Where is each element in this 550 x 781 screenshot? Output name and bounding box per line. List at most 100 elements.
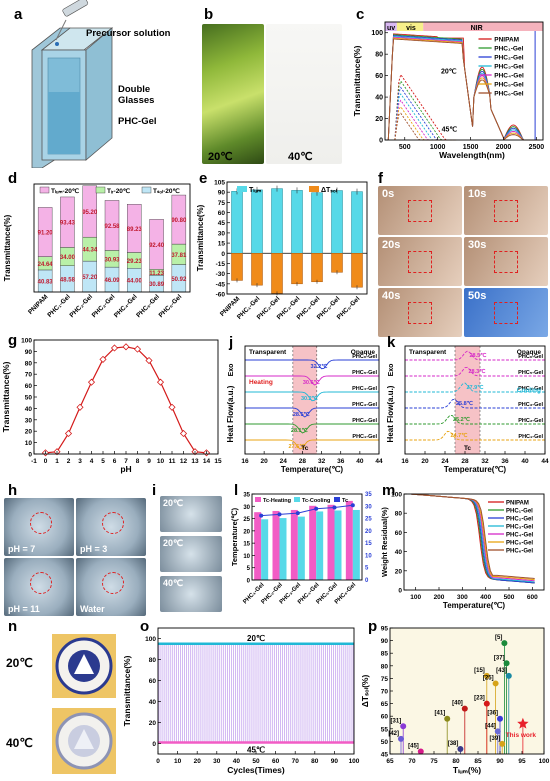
m-ytick-label: 40 (395, 549, 403, 556)
gel-photo-opaque (266, 24, 342, 164)
o-ytick-label: 80 (149, 657, 157, 664)
o-xtick-label: 50 (252, 758, 260, 765)
g-xtick-label: 4 (90, 458, 94, 465)
d-bar-label: 91.20 (38, 231, 54, 237)
time-label: 50s (468, 290, 487, 302)
temp-label: 20℃ (163, 498, 184, 508)
hand-photo: 40s (378, 288, 462, 337)
p-point-label: [36] (487, 711, 498, 717)
j-xtick-label: 36 (337, 458, 345, 465)
panel-label-l: l (234, 482, 239, 499)
hand-photo: 0s (378, 186, 462, 235)
j-series-label: PHC₆-Gel (352, 354, 377, 360)
p-xtick-label: 75 (430, 758, 438, 765)
marker-circle (30, 572, 52, 594)
ph-dish-photo: pH = 3 (76, 498, 146, 556)
l-tc-point (350, 503, 355, 508)
g-point (110, 344, 119, 352)
e-ytick-label: 15 (218, 241, 226, 248)
p-this-work-label: This work (506, 732, 537, 739)
l-tc-line (261, 504, 353, 517)
double-label-1: Double (118, 84, 151, 95)
g-xtick-label: 12 (180, 458, 188, 465)
marker-square (494, 200, 518, 222)
p-point (483, 672, 490, 679)
panel-h: h pH = 7 pH = 3 pH = 11 Water (0, 480, 150, 618)
temp-20-label-n: 20℃ (6, 656, 33, 670)
ph-label: Water (80, 604, 105, 614)
g-xtick-label: 5 (101, 458, 105, 465)
p-point (494, 728, 501, 735)
m-xtick-label: 400 (480, 594, 491, 601)
c-legend-label: PHC₅-Gel (494, 82, 524, 89)
e-dtsol-bar (291, 253, 303, 285)
e-ytick-label: 105 (214, 180, 225, 187)
p-xtick-label: 90 (496, 758, 504, 765)
p-xtick-label: 100 (539, 758, 550, 765)
time-label: 0s (382, 188, 395, 200)
k-dsc-curve (405, 414, 545, 425)
l-cooling-bar (279, 518, 287, 580)
j-dsc-curve (245, 359, 379, 370)
k-tc-label: Tc (464, 445, 471, 452)
e-tlum-bar (271, 188, 283, 254)
panel-f: f 0s 10s 20s 30s 40s 50s (374, 168, 550, 338)
d-frame (33, 183, 191, 293)
panel-n: n 20℃ 40℃ (0, 618, 120, 781)
d-bar-segment (149, 219, 164, 270)
panel-label-g: g (8, 332, 18, 349)
j-ylabel: Heat Flow(a.u.) (226, 385, 235, 442)
panel-label-j: j (229, 334, 234, 351)
k-peak-label: 24.7℃ (451, 432, 469, 439)
k-peak-label: 25.8℃ (456, 400, 474, 407)
e-dtsol-bar (251, 253, 263, 286)
k-ylabel: Heat Flow(a.u.) (386, 385, 395, 442)
p-xtick-label: 80 (452, 758, 460, 765)
l-ytick-label: 35 (243, 493, 250, 499)
g-ytick-label: 100 (21, 338, 32, 345)
l-right-tick-label: 30 (365, 504, 372, 510)
p-ytick-label: 60 (381, 714, 389, 721)
k-region-left: Transparent (409, 349, 447, 356)
l-right-tick-label: 20 (365, 529, 372, 535)
g-point (179, 429, 188, 438)
l-ytick-label: 10 (243, 554, 250, 560)
e-dtsol-bar (331, 253, 343, 273)
time-label: 10s (468, 188, 487, 200)
p-ytick-label: 70 (381, 689, 389, 696)
d-bar-label: 44.34 (82, 248, 98, 254)
l-right-tick-label: 0 (365, 578, 369, 584)
p-xtick-label: 85 (474, 758, 482, 765)
g-ytick-label: 30 (25, 417, 33, 424)
j-peak-label: 28.1℃ (291, 427, 309, 434)
panel-label-o: o (140, 618, 150, 635)
o-xtick-label: 0 (156, 758, 160, 765)
c-xtick-label: 1000 (430, 144, 446, 151)
e-tlum-bar (231, 191, 243, 254)
k-series-label: PHC₄-Gel (518, 386, 543, 392)
p-point (444, 715, 451, 722)
time-label: 20s (382, 239, 401, 251)
p-point-label: [40] (452, 701, 463, 707)
p-ytick-label: 95 (381, 626, 389, 633)
j-xtick-label: 32 (318, 458, 326, 465)
p-point (505, 672, 512, 679)
p-point-label: [5] (495, 635, 502, 641)
m-frame (403, 493, 545, 591)
marker-circle (102, 572, 124, 594)
panel-k: k PHC₆-Gel 28.5℃ PHC₅-Gel 28.3℃ PHC₄-Gel 27.9… (385, 330, 550, 480)
k-frame (404, 345, 546, 455)
c-legend-label: PHC₆-Gel (494, 91, 524, 98)
l-cooling-bar (261, 519, 269, 580)
e-ytick-label: 90 (218, 190, 226, 197)
m-xtick-label: 600 (527, 594, 538, 601)
m-legend-label: PHC₅-Gel (506, 541, 533, 547)
l-right-tick-label: 35 (365, 492, 372, 498)
g-xtick-label: 2 (67, 458, 71, 465)
c-legend-label: PHC₂-Gel (494, 55, 523, 62)
temp-label: 20℃ (163, 538, 184, 548)
m-ytick-label: 0 (398, 588, 402, 595)
g-ytick-label: 10 (25, 440, 33, 447)
e-ytick-label: -15 (216, 261, 226, 268)
panel-i: i 20℃ 20℃ 40℃ (150, 480, 230, 618)
